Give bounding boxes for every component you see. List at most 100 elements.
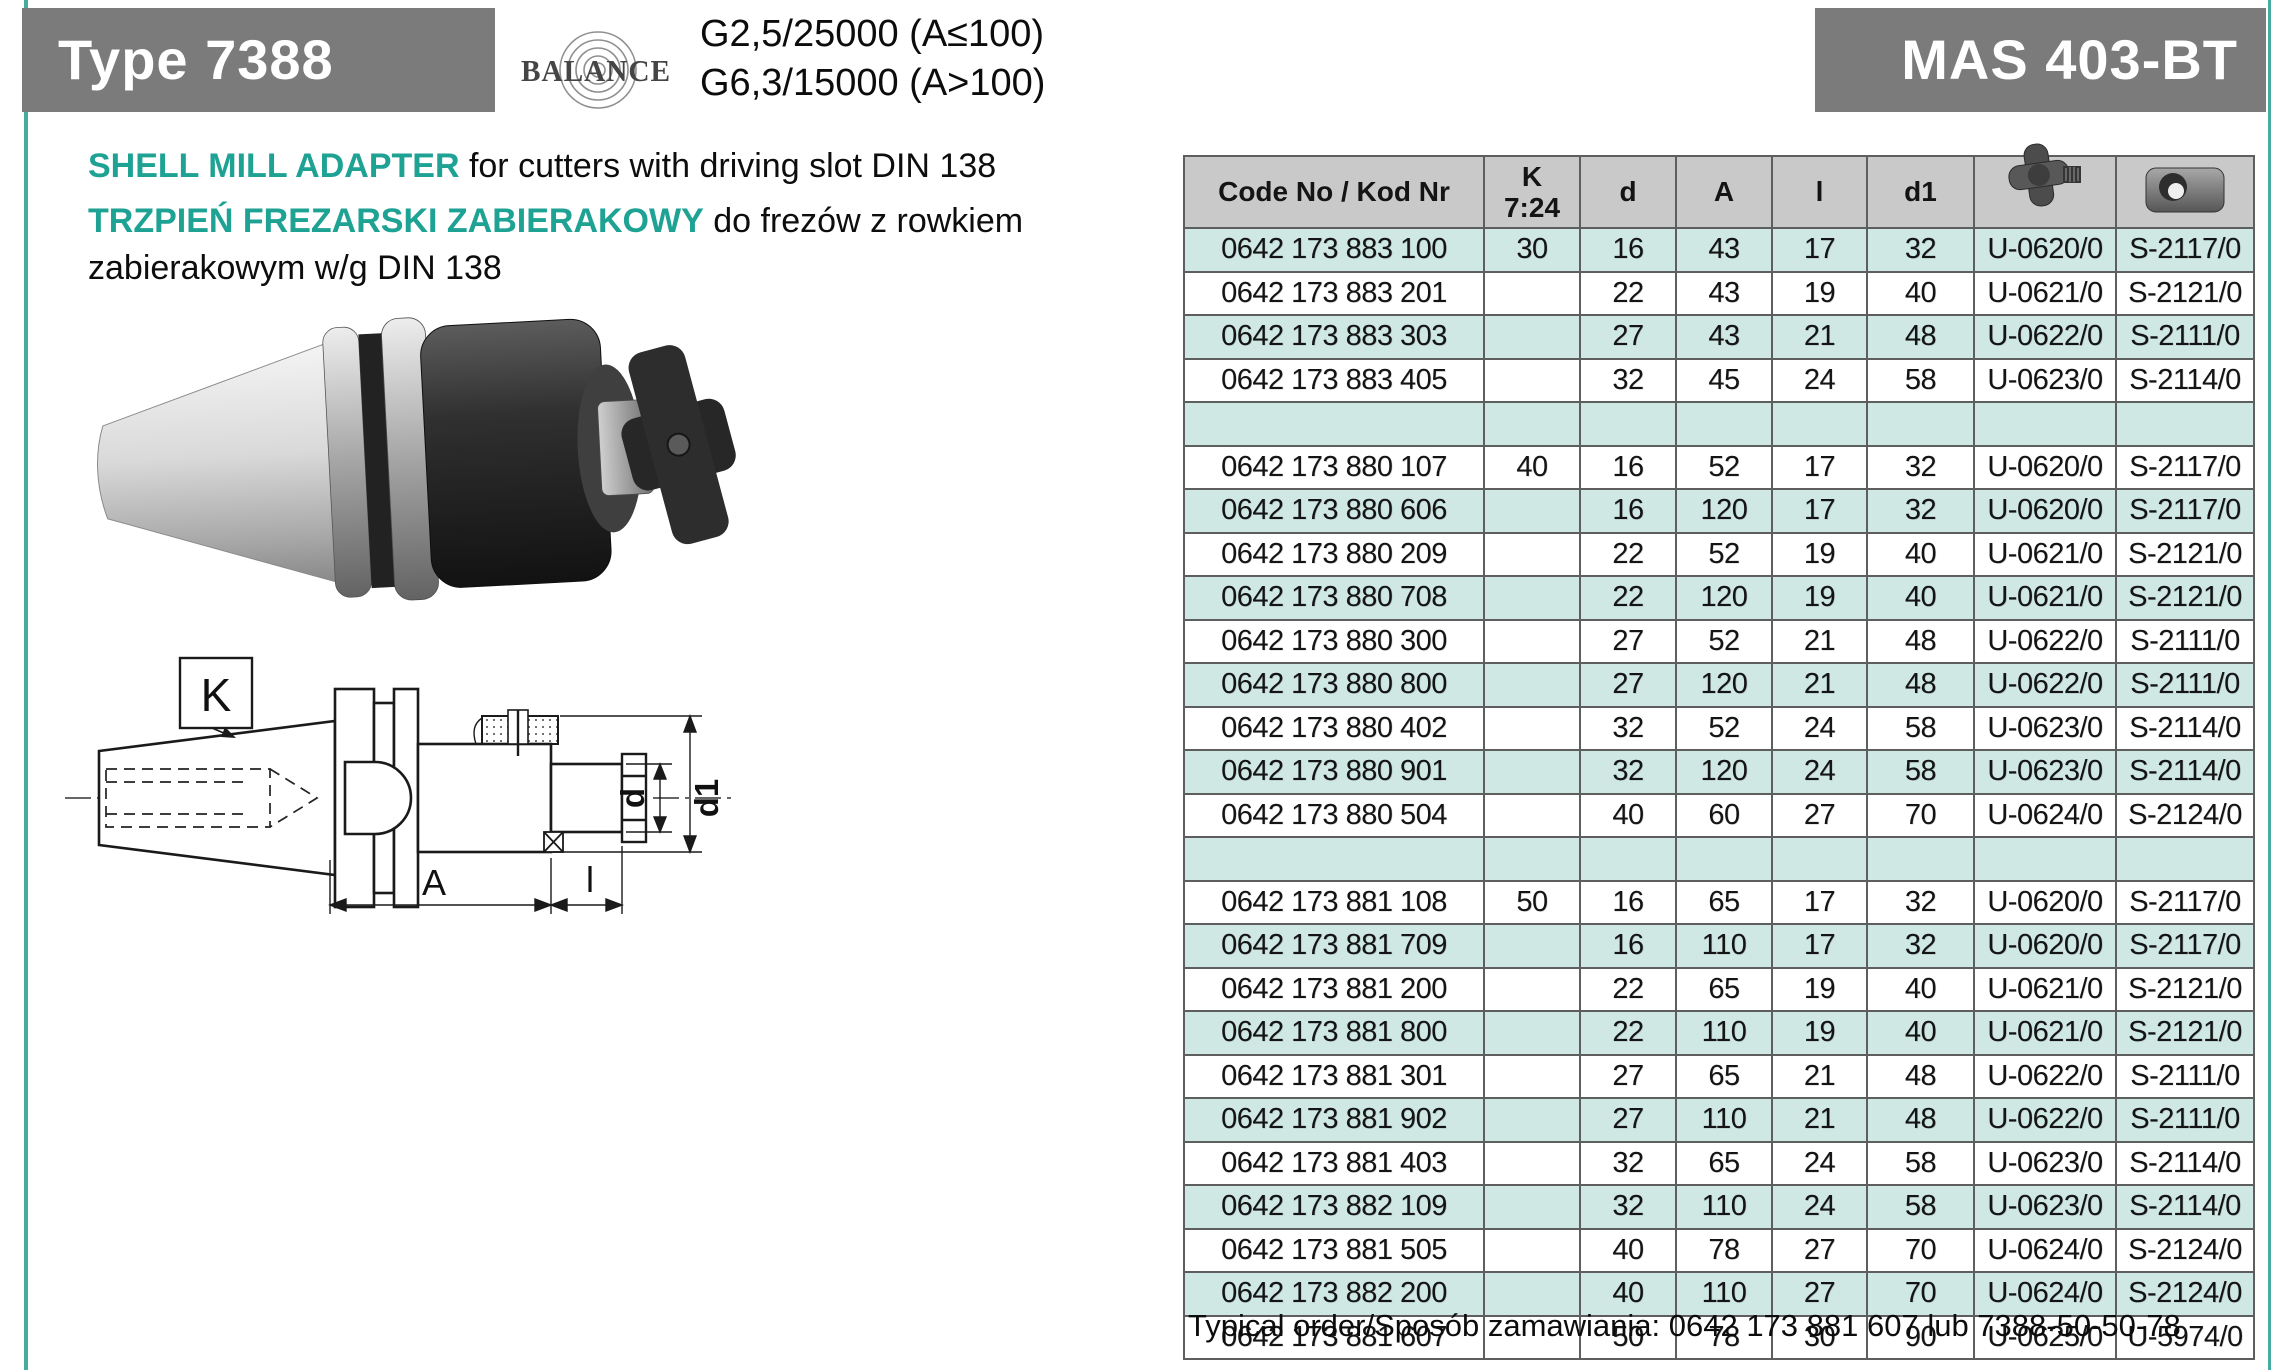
cell-d1: 58 (1866, 1140, 1975, 1186)
table-header-row: Code No / Kod Nr K 7:24 d A l d1 (1183, 143, 2255, 229)
cell-u: U-0621/0 (1973, 270, 2117, 316)
cell-l: 17 (1771, 879, 1868, 925)
balance-logo: BALANCE (512, 14, 677, 122)
cell-s: S-2121/0 (2115, 270, 2255, 316)
cell-u: U-0624/0 (1973, 1227, 2117, 1273)
cell-d: 32 (1579, 357, 1677, 403)
cell-l: 24 (1771, 357, 1868, 403)
cell-a: 120 (1675, 662, 1773, 708)
cell-u: U-0622/0 (1973, 1097, 2117, 1143)
balance-logo-text: BALANCE (521, 53, 671, 88)
cell-l (1771, 836, 1868, 882)
table-row: 0642 173 883 405 32 45 24 58 U-0623/0 S-2114/0 (1183, 357, 2255, 403)
cell-d: 32 (1579, 1140, 1677, 1186)
cell-s: S-2114/0 (2115, 705, 2255, 751)
photo-drive-cross (621, 345, 736, 545)
table-row: 0642 173 880 107 40 16 52 17 32 U-0620/0 S-2117… (1183, 444, 2255, 490)
drawing-label-k: K (178, 656, 254, 738)
table-row: 0642 173 880 504 40 60 27 70 U-0624/0 S-2124/0 (1183, 792, 2255, 838)
cell-k (1483, 1314, 1581, 1360)
cell-d1: 40 (1866, 270, 1975, 316)
cell-code: 0642 173 883 100 (1183, 227, 1485, 273)
cell-k (1483, 357, 1581, 403)
cell-d: 22 (1579, 531, 1677, 577)
cell-s: S-2117/0 (2115, 879, 2255, 925)
cell-s: S-2111/0 (2115, 1097, 2255, 1143)
cell-u: U-0623/0 (1973, 749, 2117, 795)
cell-d: 27 (1579, 314, 1677, 360)
cell-l: 27 (1771, 1271, 1868, 1317)
cell-code: 0642 173 880 800 (1183, 662, 1485, 708)
typical-order-note: Typical order/Sposób zamawiania: 0642 17… (1188, 1308, 2181, 1343)
cell-l: 17 (1771, 923, 1868, 969)
cell-l: 30 (1771, 1314, 1868, 1360)
cell-d1: 70 (1866, 1271, 1975, 1317)
cell-l: 17 (1771, 488, 1868, 534)
cell-s: S-2124/0 (2115, 1271, 2255, 1317)
cell-l: 21 (1771, 1053, 1868, 1099)
cell-s: S-2121/0 (2115, 1010, 2255, 1056)
cell-d1: 48 (1866, 314, 1975, 360)
table-row: 0642 173 882 109 32 110 24 58 U-0623/0 S-2114/… (1183, 1184, 2255, 1230)
table-row: 0642 173 880 209 22 52 19 40 U-0621/0 S-2121/0 (1183, 531, 2255, 577)
cell-u: U-0623/0 (1973, 357, 2117, 403)
description-pl-highlight: TRZPIEŃ FREZARSKI ZABIERAKOWY (88, 202, 704, 240)
cell-d1: 32 (1866, 879, 1975, 925)
drawing-dim-l (549, 846, 624, 914)
cell-s: S-2117/0 (2115, 227, 2255, 273)
cell-code: 0642 173 880 606 (1183, 488, 1485, 534)
cell-d (1579, 401, 1677, 447)
col-header-screw (1973, 143, 2117, 229)
drawing-dim-l-label: l (586, 859, 594, 900)
cell-d: 22 (1579, 1010, 1677, 1056)
cell-code: 0642 173 882 200 (1183, 1271, 1485, 1317)
cell-d1: 32 (1866, 488, 1975, 534)
cell-u: U-0620/0 (1973, 444, 2117, 490)
cell-d1: 32 (1866, 227, 1975, 273)
cell-a: 52 (1675, 705, 1773, 751)
cell-u: U-0620/0 (1973, 488, 2117, 534)
balance-grade-line-2: G6,3/15000 (A>100) (700, 62, 1046, 104)
cell-s: S-2111/0 (2115, 662, 2255, 708)
cell-code (1183, 836, 1485, 882)
cell-code: 0642 173 883 405 (1183, 357, 1485, 403)
cell-u: U-0620/0 (1973, 879, 2117, 925)
cell-s: S-2117/0 (2115, 923, 2255, 969)
cell-s: S-2121/0 (2115, 966, 2255, 1012)
cell-d1: 48 (1866, 662, 1975, 708)
cell-u: U-0622/0 (1973, 314, 2117, 360)
cell-code (1183, 401, 1485, 447)
cell-k (1483, 1227, 1581, 1273)
table-row: 0642 173 881 709 16 110 17 32 U-0620/0 S-2117/… (1183, 923, 2255, 969)
cell-code: 0642 173 880 901 (1183, 749, 1485, 795)
cell-d: 22 (1579, 270, 1677, 316)
cell-d: 22 (1579, 966, 1677, 1012)
cell-d1: 48 (1866, 1053, 1975, 1099)
cell-u: U-0623/0 (1973, 1140, 2117, 1186)
cell-k (1483, 575, 1581, 621)
cell-u: U-0620/0 (1973, 227, 2117, 273)
drawing-pilot (549, 762, 624, 834)
cell-s: S-2124/0 (2115, 1227, 2255, 1273)
cell-d1: 58 (1866, 357, 1975, 403)
cell-code: 0642 173 881 403 (1183, 1140, 1485, 1186)
cell-k (1483, 488, 1581, 534)
cell-l: 17 (1771, 444, 1868, 490)
cell-l (1771, 401, 1868, 447)
cell-a: 52 (1675, 531, 1773, 577)
cell-k (1483, 401, 1581, 447)
cell-u: U-0624/0 (1973, 1271, 2117, 1317)
table-row: 0642 173 881 902 27 110 21 48 U-0622/0 S-2111/… (1183, 1097, 2255, 1143)
cell-u: U-0621/0 (1973, 966, 2117, 1012)
cell-d1: 40 (1866, 531, 1975, 577)
cell-l: 24 (1771, 749, 1868, 795)
cell-d: 16 (1579, 923, 1677, 969)
cell-a: 110 (1675, 923, 1773, 969)
cell-k (1483, 270, 1581, 316)
retention-screw-icon (2005, 140, 2085, 215)
balance-logo-graphic: BALANCE (521, 31, 671, 109)
cell-l: 21 (1771, 618, 1868, 664)
table-row: 0642 173 883 201 22 43 19 40 U-0621/0 S-2121/0 (1183, 270, 2255, 316)
drive-key-icon (2143, 160, 2227, 225)
cell-d (1579, 836, 1677, 882)
